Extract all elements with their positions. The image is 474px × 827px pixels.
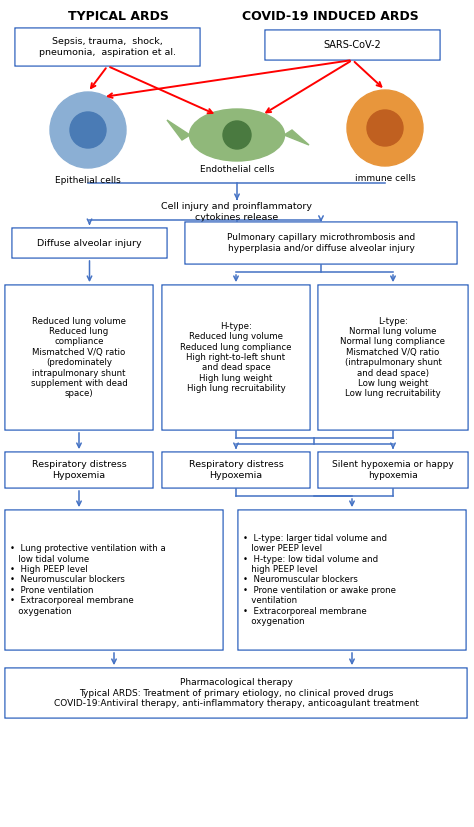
Circle shape: [50, 92, 126, 168]
FancyBboxPatch shape: [238, 510, 466, 650]
Polygon shape: [167, 120, 190, 140]
Text: H-type:
Reduced lung volume
Reduced lung compliance
High right-to-left shunt
and: H-type: Reduced lung volume Reduced lung…: [180, 322, 292, 393]
Text: SARS-CoV-2: SARS-CoV-2: [324, 40, 382, 50]
FancyBboxPatch shape: [265, 30, 440, 60]
FancyBboxPatch shape: [5, 510, 223, 650]
FancyBboxPatch shape: [318, 284, 468, 430]
Text: immune cells: immune cells: [355, 174, 415, 183]
Text: Respiratory distress
Hypoxemia: Respiratory distress Hypoxemia: [32, 461, 127, 480]
FancyBboxPatch shape: [5, 668, 467, 718]
FancyBboxPatch shape: [185, 222, 457, 264]
Text: L-type:
Normal lung volume
Normal lung compliance
Mismatched V/Q ratio
(intrapul: L-type: Normal lung volume Normal lung c…: [340, 317, 446, 399]
Text: •  L-type: larger tidal volume and
   lower PEEP level
•  H-type: low tidal volu: • L-type: larger tidal volume and lower …: [243, 534, 396, 626]
Text: Diffuse alveolar injury: Diffuse alveolar injury: [37, 238, 142, 247]
Text: Respiratory distress
Hypoxemia: Respiratory distress Hypoxemia: [189, 461, 283, 480]
Circle shape: [347, 90, 423, 166]
Ellipse shape: [190, 109, 284, 161]
Text: Pharmacological therapy
Typical ARDS: Treatment of primary etiology, no clinical: Pharmacological therapy Typical ARDS: Tr…: [54, 678, 419, 708]
Text: Epithelial cells: Epithelial cells: [55, 176, 121, 185]
Text: Cell injury and proinflammatory
cytokines release: Cell injury and proinflammatory cytokine…: [162, 202, 312, 222]
Circle shape: [367, 110, 403, 146]
FancyBboxPatch shape: [12, 228, 167, 258]
Text: Endothelial cells: Endothelial cells: [200, 165, 274, 174]
Circle shape: [70, 112, 106, 148]
FancyBboxPatch shape: [5, 452, 153, 488]
Text: Sepsis, trauma,  shock,
pneumonia,  aspiration et al.: Sepsis, trauma, shock, pneumonia, aspira…: [39, 37, 176, 57]
FancyBboxPatch shape: [162, 284, 310, 430]
Polygon shape: [284, 130, 309, 145]
FancyBboxPatch shape: [162, 452, 310, 488]
FancyBboxPatch shape: [5, 284, 153, 430]
Text: Reduced lung volume
Reduced lung
compliance
Mismatched V/Q ratio
(predominately
: Reduced lung volume Reduced lung complia…: [31, 317, 128, 399]
Text: Pulmonary capillary microthrombosis and
hyperplasia and/or diffuse alveolar inju: Pulmonary capillary microthrombosis and …: [227, 233, 415, 253]
FancyBboxPatch shape: [15, 28, 200, 66]
Circle shape: [223, 121, 251, 149]
Text: •  Lung protective ventilation with a
   low tidal volume
•  High PEEP level
•  : • Lung protective ventilation with a low…: [10, 544, 166, 615]
Text: COVID-19 INDUCED ARDS: COVID-19 INDUCED ARDS: [242, 10, 419, 23]
Text: TYPICAL ARDS: TYPICAL ARDS: [68, 10, 168, 23]
FancyBboxPatch shape: [318, 452, 468, 488]
Text: Silent hypoxemia or happy
hypoxemia: Silent hypoxemia or happy hypoxemia: [332, 461, 454, 480]
